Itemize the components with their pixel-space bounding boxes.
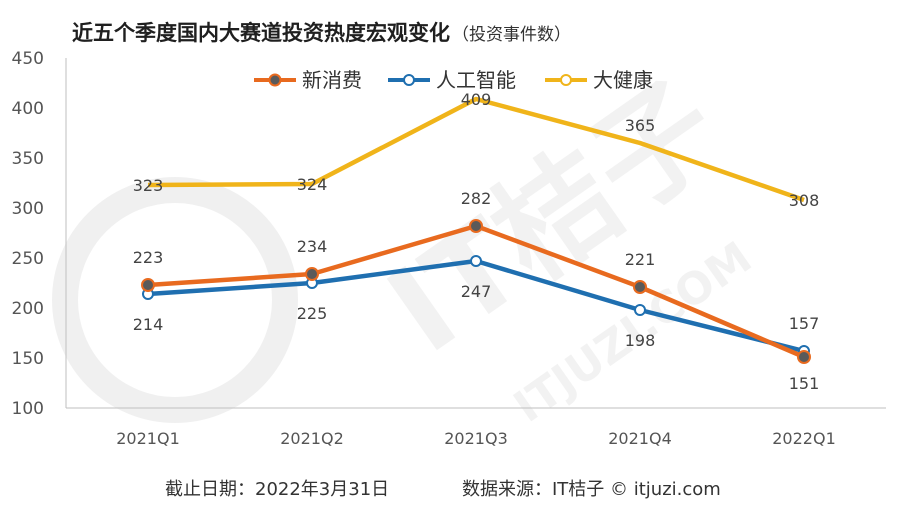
legend-marker xyxy=(403,74,415,86)
data-label: 198 xyxy=(625,331,656,350)
data-label: 151 xyxy=(789,374,820,393)
x-tick-label: 2021Q4 xyxy=(608,429,672,448)
data-label: 323 xyxy=(133,176,164,195)
x-ticks: 2021Q1 2021Q2 2021Q3 2021Q4 2022Q1 xyxy=(116,429,836,448)
y-tick-label: 350 xyxy=(12,149,44,169)
data-label: 223 xyxy=(133,248,164,267)
data-label: 365 xyxy=(625,116,656,135)
y-tick-label: 400 xyxy=(12,99,44,119)
y-tick-label: 150 xyxy=(12,349,44,369)
series-point xyxy=(633,280,647,294)
data-label: 409 xyxy=(461,90,492,109)
legend-item-xinxiaofei: 新消费 xyxy=(254,68,362,92)
x-tick-label: 2021Q3 xyxy=(444,429,508,448)
chart-title: 近五个季度国内大赛道投资热度宏观变化 xyxy=(72,21,450,45)
y-tick-label: 200 xyxy=(12,299,44,319)
series-line xyxy=(147,96,805,203)
series-point xyxy=(141,278,155,292)
data-labels: 223 234 282 221 151 214 225 247 198 157 323 324 409 3… xyxy=(133,90,820,393)
data-label: 157 xyxy=(789,314,820,333)
y-tick-label: 100 xyxy=(12,399,44,419)
footer-date: 截止日期：2022年3月31日 xyxy=(165,479,389,500)
watermark-text: IT桔子 xyxy=(365,56,745,380)
legend-marker xyxy=(268,73,282,87)
data-label: 225 xyxy=(297,304,328,323)
x-tick-label: 2022Q1 xyxy=(772,429,836,448)
y-tick-label: 300 xyxy=(12,199,44,219)
data-label: 214 xyxy=(133,315,164,334)
legend-marker xyxy=(560,74,572,86)
y-ticks: 100 150 200 250 300 350 400 450 xyxy=(12,49,44,419)
chart-subtitle: （投资事件数） xyxy=(452,25,571,45)
legend-label: 新消费 xyxy=(302,68,362,92)
legend: 新消费 人工智能 大健康 xyxy=(254,68,653,92)
legend-item-health: 大健康 xyxy=(545,68,653,92)
data-label: 234 xyxy=(297,237,328,256)
data-label: 247 xyxy=(461,282,492,301)
series-group xyxy=(141,96,811,364)
series-point xyxy=(797,350,811,364)
footer-source: 数据来源：IT桔子 © itjuzi.com xyxy=(462,479,721,500)
series-point xyxy=(469,219,483,233)
x-tick-label: 2021Q1 xyxy=(116,429,180,448)
legend-label: 大健康 xyxy=(593,68,653,92)
series-point xyxy=(634,304,646,316)
legend-label: 人工智能 xyxy=(436,68,516,92)
series-point xyxy=(305,267,319,281)
y-tick-label: 250 xyxy=(12,249,44,269)
data-label: 282 xyxy=(461,189,492,208)
x-tick-label: 2021Q2 xyxy=(280,429,344,448)
y-tick-label: 450 xyxy=(12,49,44,69)
data-label: 324 xyxy=(297,175,328,194)
series-point xyxy=(470,255,482,267)
data-label: 221 xyxy=(625,250,656,269)
legend-item-ai: 人工智能 xyxy=(388,68,516,92)
data-label: 308 xyxy=(789,191,820,210)
watermark-logo-icon xyxy=(52,177,298,423)
